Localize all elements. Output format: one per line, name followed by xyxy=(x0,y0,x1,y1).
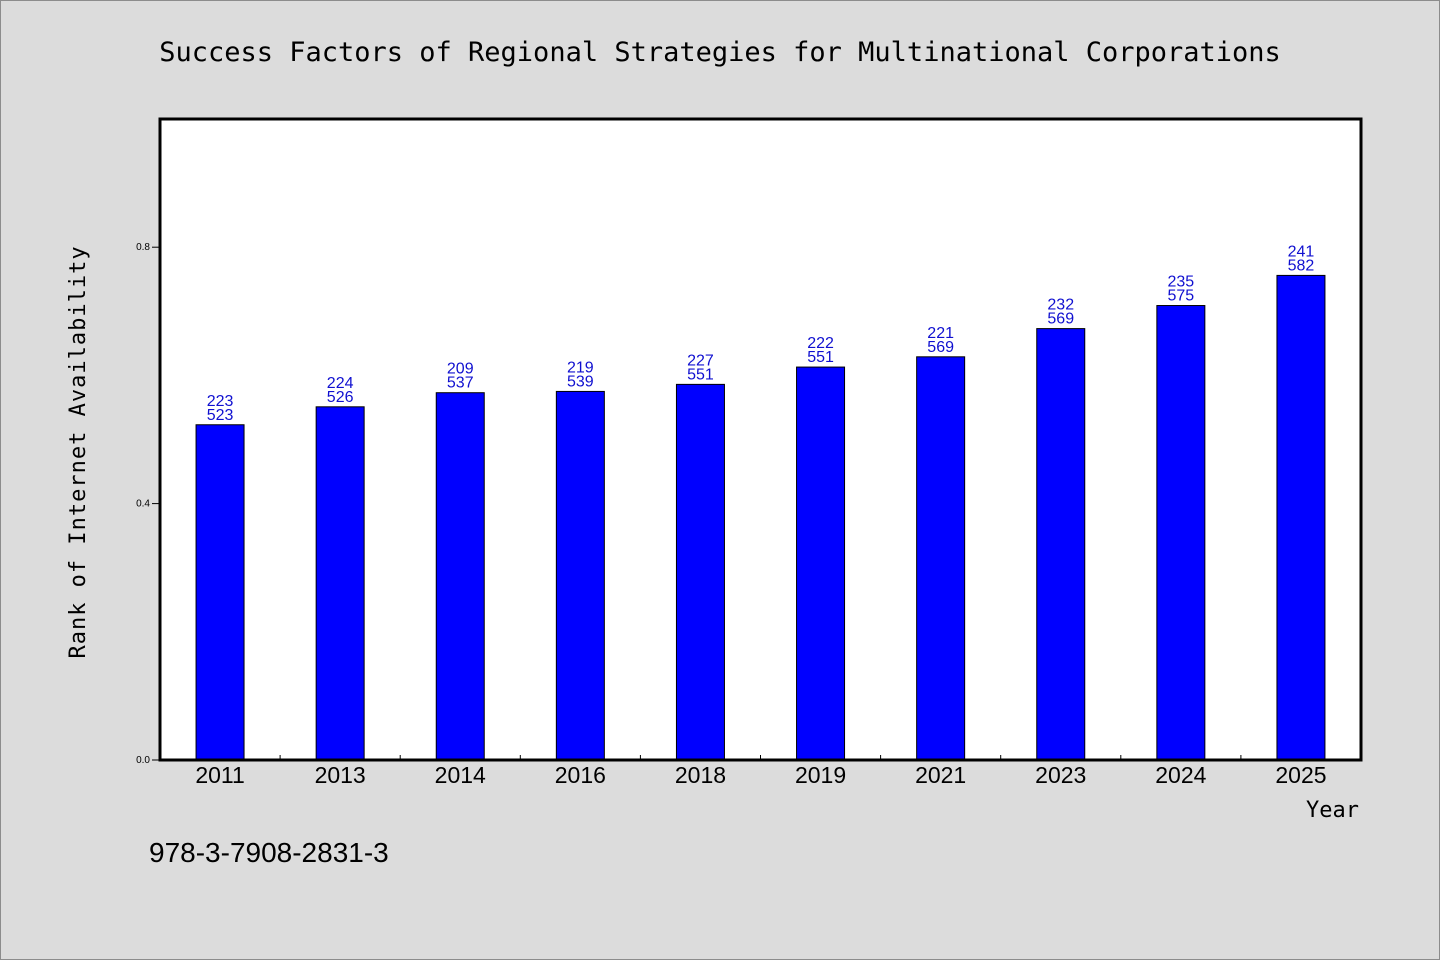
bar-label-bottom-2018: 551 xyxy=(687,366,714,383)
plot-frame xyxy=(158,117,1363,762)
bar-label-bottom-2011: 523 xyxy=(207,407,234,424)
bars xyxy=(195,274,1326,761)
bar-label-bottom-2024: 575 xyxy=(1167,288,1194,305)
x-tick-label-2021: 2021 xyxy=(915,762,966,788)
bar-label-top-2023: 232 xyxy=(1047,297,1074,314)
y-tick-label-0.0: 0.0 xyxy=(136,755,150,766)
bar-2013 xyxy=(315,406,365,761)
x-tick-label-2024: 2024 xyxy=(1155,762,1206,788)
x-tick-label-2014: 2014 xyxy=(435,762,486,788)
x-tick-label-2016: 2016 xyxy=(555,762,606,788)
bar-label-top-2016: 219 xyxy=(567,359,594,376)
bar-label-bottom-2025: 582 xyxy=(1288,257,1315,274)
bar-label-top-2014: 209 xyxy=(447,361,474,378)
x-tick-label-2013: 2013 xyxy=(315,762,366,788)
x-axis-ticks: 2011 2013 2014 2016 2018 2019 2021 2023 2024 2025 xyxy=(195,755,1327,788)
bar-2011 xyxy=(195,424,245,761)
x-tick-label-2019: 2019 xyxy=(795,762,846,788)
bar-label-top-2019: 222 xyxy=(807,335,834,352)
bar-2014 xyxy=(435,392,485,761)
bar-2025 xyxy=(1276,274,1326,761)
bar-2018 xyxy=(675,383,725,761)
y-tick-label-0.4: 0.4 xyxy=(136,499,150,510)
x-axis-label: Year xyxy=(1306,798,1359,823)
chart-title: Success Factors of Regional Strategies f… xyxy=(159,37,1281,68)
y-axis-ticks: 0.0 0.4 0.8 xyxy=(136,242,160,766)
x-tick-label-2025: 2025 xyxy=(1275,762,1326,788)
bar-label-bottom-2016: 539 xyxy=(567,373,594,390)
bar-label-bottom-2021: 569 xyxy=(927,339,954,356)
bar-data-labels: 2235232245262095372195392275512225512215… xyxy=(207,243,1315,423)
bar-2021 xyxy=(916,356,966,761)
bar-2024 xyxy=(1156,305,1206,761)
bar-label-bottom-2014: 537 xyxy=(447,375,474,392)
bar-label-bottom-2019: 551 xyxy=(807,349,834,366)
isbn-label: 978-3-7908-2831-3 xyxy=(149,837,389,868)
y-tick-label-0.8: 0.8 xyxy=(136,242,150,253)
bar-label-top-2025: 241 xyxy=(1288,243,1315,260)
bar-label-bottom-2023: 569 xyxy=(1047,311,1074,328)
bar-2023 xyxy=(1036,328,1086,761)
x-tick-label-2023: 2023 xyxy=(1035,762,1086,788)
bar-label-top-2024: 235 xyxy=(1167,274,1194,291)
bar-label-top-2011: 223 xyxy=(207,393,234,410)
x-tick-label-2011: 2011 xyxy=(195,762,244,788)
x-tick-label-2018: 2018 xyxy=(675,762,726,788)
bar-label-bottom-2013: 526 xyxy=(327,389,354,406)
bar-label-top-2013: 224 xyxy=(327,375,354,392)
y-axis-label: Rank of Internet Availability xyxy=(66,245,91,658)
bar-2016 xyxy=(555,390,605,761)
bar-label-top-2021: 221 xyxy=(927,325,954,342)
bar-label-top-2018: 227 xyxy=(687,352,714,369)
bar-2019 xyxy=(796,366,846,761)
